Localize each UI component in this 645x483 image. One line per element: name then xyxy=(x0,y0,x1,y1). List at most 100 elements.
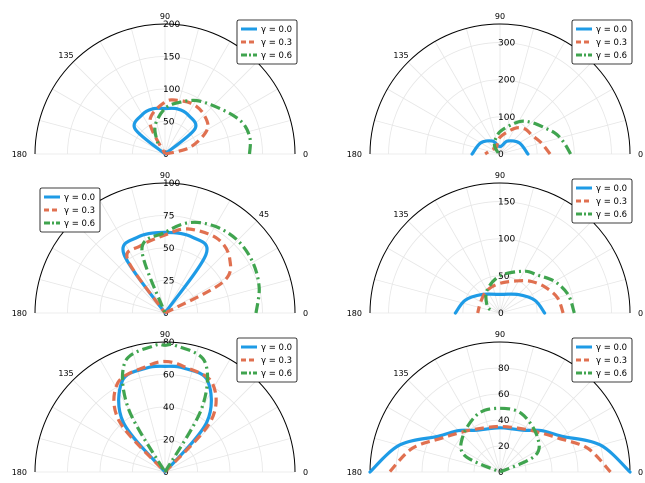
grid-arc xyxy=(67,374,263,473)
legend-label: γ = 0.3 xyxy=(64,206,95,216)
grid-spoke xyxy=(465,187,501,314)
legend-label: γ = 0.0 xyxy=(261,343,292,353)
angle-label: 0 xyxy=(303,468,308,477)
angle-label: 180 xyxy=(12,468,27,477)
legend-label: γ = 0.3 xyxy=(261,38,292,48)
legend-label: γ = 0.3 xyxy=(596,38,627,48)
radial-tick-label: 0 xyxy=(498,309,504,319)
angle-label: 180 xyxy=(12,150,27,159)
angle-label: 0 xyxy=(303,309,308,318)
grid-spoke xyxy=(407,379,501,473)
legend-label: γ = 0.3 xyxy=(596,356,627,366)
grid-spoke xyxy=(499,119,626,155)
radial-tick-label: 50 xyxy=(498,272,510,282)
legend-box xyxy=(571,337,633,383)
angle-label: 90 xyxy=(495,330,505,339)
radial-tick-label: 80 xyxy=(498,364,510,374)
grid-spoke xyxy=(499,247,613,314)
angle-label: 180 xyxy=(347,468,362,477)
polar-frame xyxy=(369,341,631,473)
series-line-0 xyxy=(453,292,547,315)
radial-tick-label: 150 xyxy=(498,198,515,208)
grid-spoke xyxy=(387,88,501,155)
angle-label: 135 xyxy=(393,51,408,60)
legend: γ = 0.0 γ = 0.3 γ = 0.6 xyxy=(39,187,101,233)
grid-arc xyxy=(99,247,231,314)
radial-tick-label: 100 xyxy=(163,179,180,189)
angle-label: 180 xyxy=(12,309,27,318)
radial-tick-label: 40 xyxy=(163,403,175,413)
angle-label: 90 xyxy=(160,12,170,21)
series-line-2 xyxy=(484,269,576,314)
polar-frame xyxy=(369,23,631,155)
legend-label: γ = 0.6 xyxy=(596,51,627,61)
legend-box xyxy=(39,187,101,233)
panel-2: 0 100 200 300 0 90 135 180 γ = 0.0 γ = 0.3 γ = 0.6 xyxy=(347,12,643,160)
series-line-2 xyxy=(120,342,210,473)
grid-arc xyxy=(425,238,575,314)
radial-tick-label: 60 xyxy=(498,390,510,400)
grid-spoke xyxy=(499,379,593,473)
grid-spoke xyxy=(374,119,501,155)
series-line-2 xyxy=(153,98,252,155)
radial-tick-label: 0 xyxy=(498,150,504,160)
legend-box xyxy=(571,19,633,65)
grid-spoke xyxy=(499,359,566,473)
angle-label: 90 xyxy=(495,12,505,21)
grid-arc xyxy=(67,215,263,314)
radial-tick-label: 100 xyxy=(498,235,515,245)
legend-box xyxy=(236,337,298,383)
angle-label: 0 xyxy=(638,309,643,318)
grid-spoke xyxy=(499,220,593,314)
series-line-1 xyxy=(476,279,565,314)
legend-label: γ = 0.6 xyxy=(261,51,292,61)
grid-spoke xyxy=(434,359,501,473)
grid-spoke xyxy=(465,28,501,155)
series-line-0 xyxy=(132,106,198,156)
polar-frame xyxy=(34,23,296,155)
grid-spoke xyxy=(499,346,535,473)
legend-label: γ = 0.0 xyxy=(596,343,627,353)
series-line-1 xyxy=(112,359,218,474)
grid-spoke xyxy=(499,406,613,473)
radial-tick-label: 100 xyxy=(163,85,180,95)
series-line-0 xyxy=(368,426,632,474)
legend-label: γ = 0.3 xyxy=(596,197,627,207)
series-line-2 xyxy=(492,119,572,156)
grid-spoke xyxy=(499,41,566,155)
radial-tick-label: 50 xyxy=(163,244,175,254)
grid-arc xyxy=(99,88,231,155)
angle-label: 135 xyxy=(393,369,408,378)
panel-4: 0 50 100 150 0 90 135 180 γ = 0.0 γ = 0.3 γ = 0.6 xyxy=(347,171,643,319)
grid-spoke xyxy=(387,406,501,473)
legend: γ = 0.0 γ = 0.3 γ = 0.6 xyxy=(571,19,633,65)
angle-label: 135 xyxy=(58,369,73,378)
grid-spoke xyxy=(387,247,501,314)
legend-label: γ = 0.3 xyxy=(261,356,292,366)
angle-label: 90 xyxy=(160,171,170,180)
grid-spoke xyxy=(434,200,501,314)
radial-tick-label: 75 xyxy=(163,212,174,222)
legend: γ = 0.0 γ = 0.3 γ = 0.6 xyxy=(236,19,298,65)
grid-arc xyxy=(132,439,198,473)
angle-label: 135 xyxy=(393,210,408,219)
grid-arc xyxy=(395,367,605,473)
legend-label: γ = 0.0 xyxy=(261,25,292,35)
grid-spoke xyxy=(499,187,535,314)
grid-spoke xyxy=(499,61,593,155)
legend-label: γ = 0.6 xyxy=(596,369,627,379)
radial-tick-label: 50 xyxy=(163,118,175,128)
legend-label: γ = 0.0 xyxy=(64,193,95,203)
grid-arc xyxy=(67,56,263,155)
legend-label: γ = 0.6 xyxy=(64,219,95,229)
radial-tick-label: 100 xyxy=(498,113,515,123)
legend-label: γ = 0.6 xyxy=(596,210,627,220)
series-line-2 xyxy=(459,406,541,474)
grid-arc xyxy=(447,419,553,473)
legend-label: γ = 0.6 xyxy=(261,369,292,379)
radial-tick-label: 25 xyxy=(163,277,174,287)
grid-spoke xyxy=(434,41,501,155)
grid-spoke xyxy=(374,437,501,473)
